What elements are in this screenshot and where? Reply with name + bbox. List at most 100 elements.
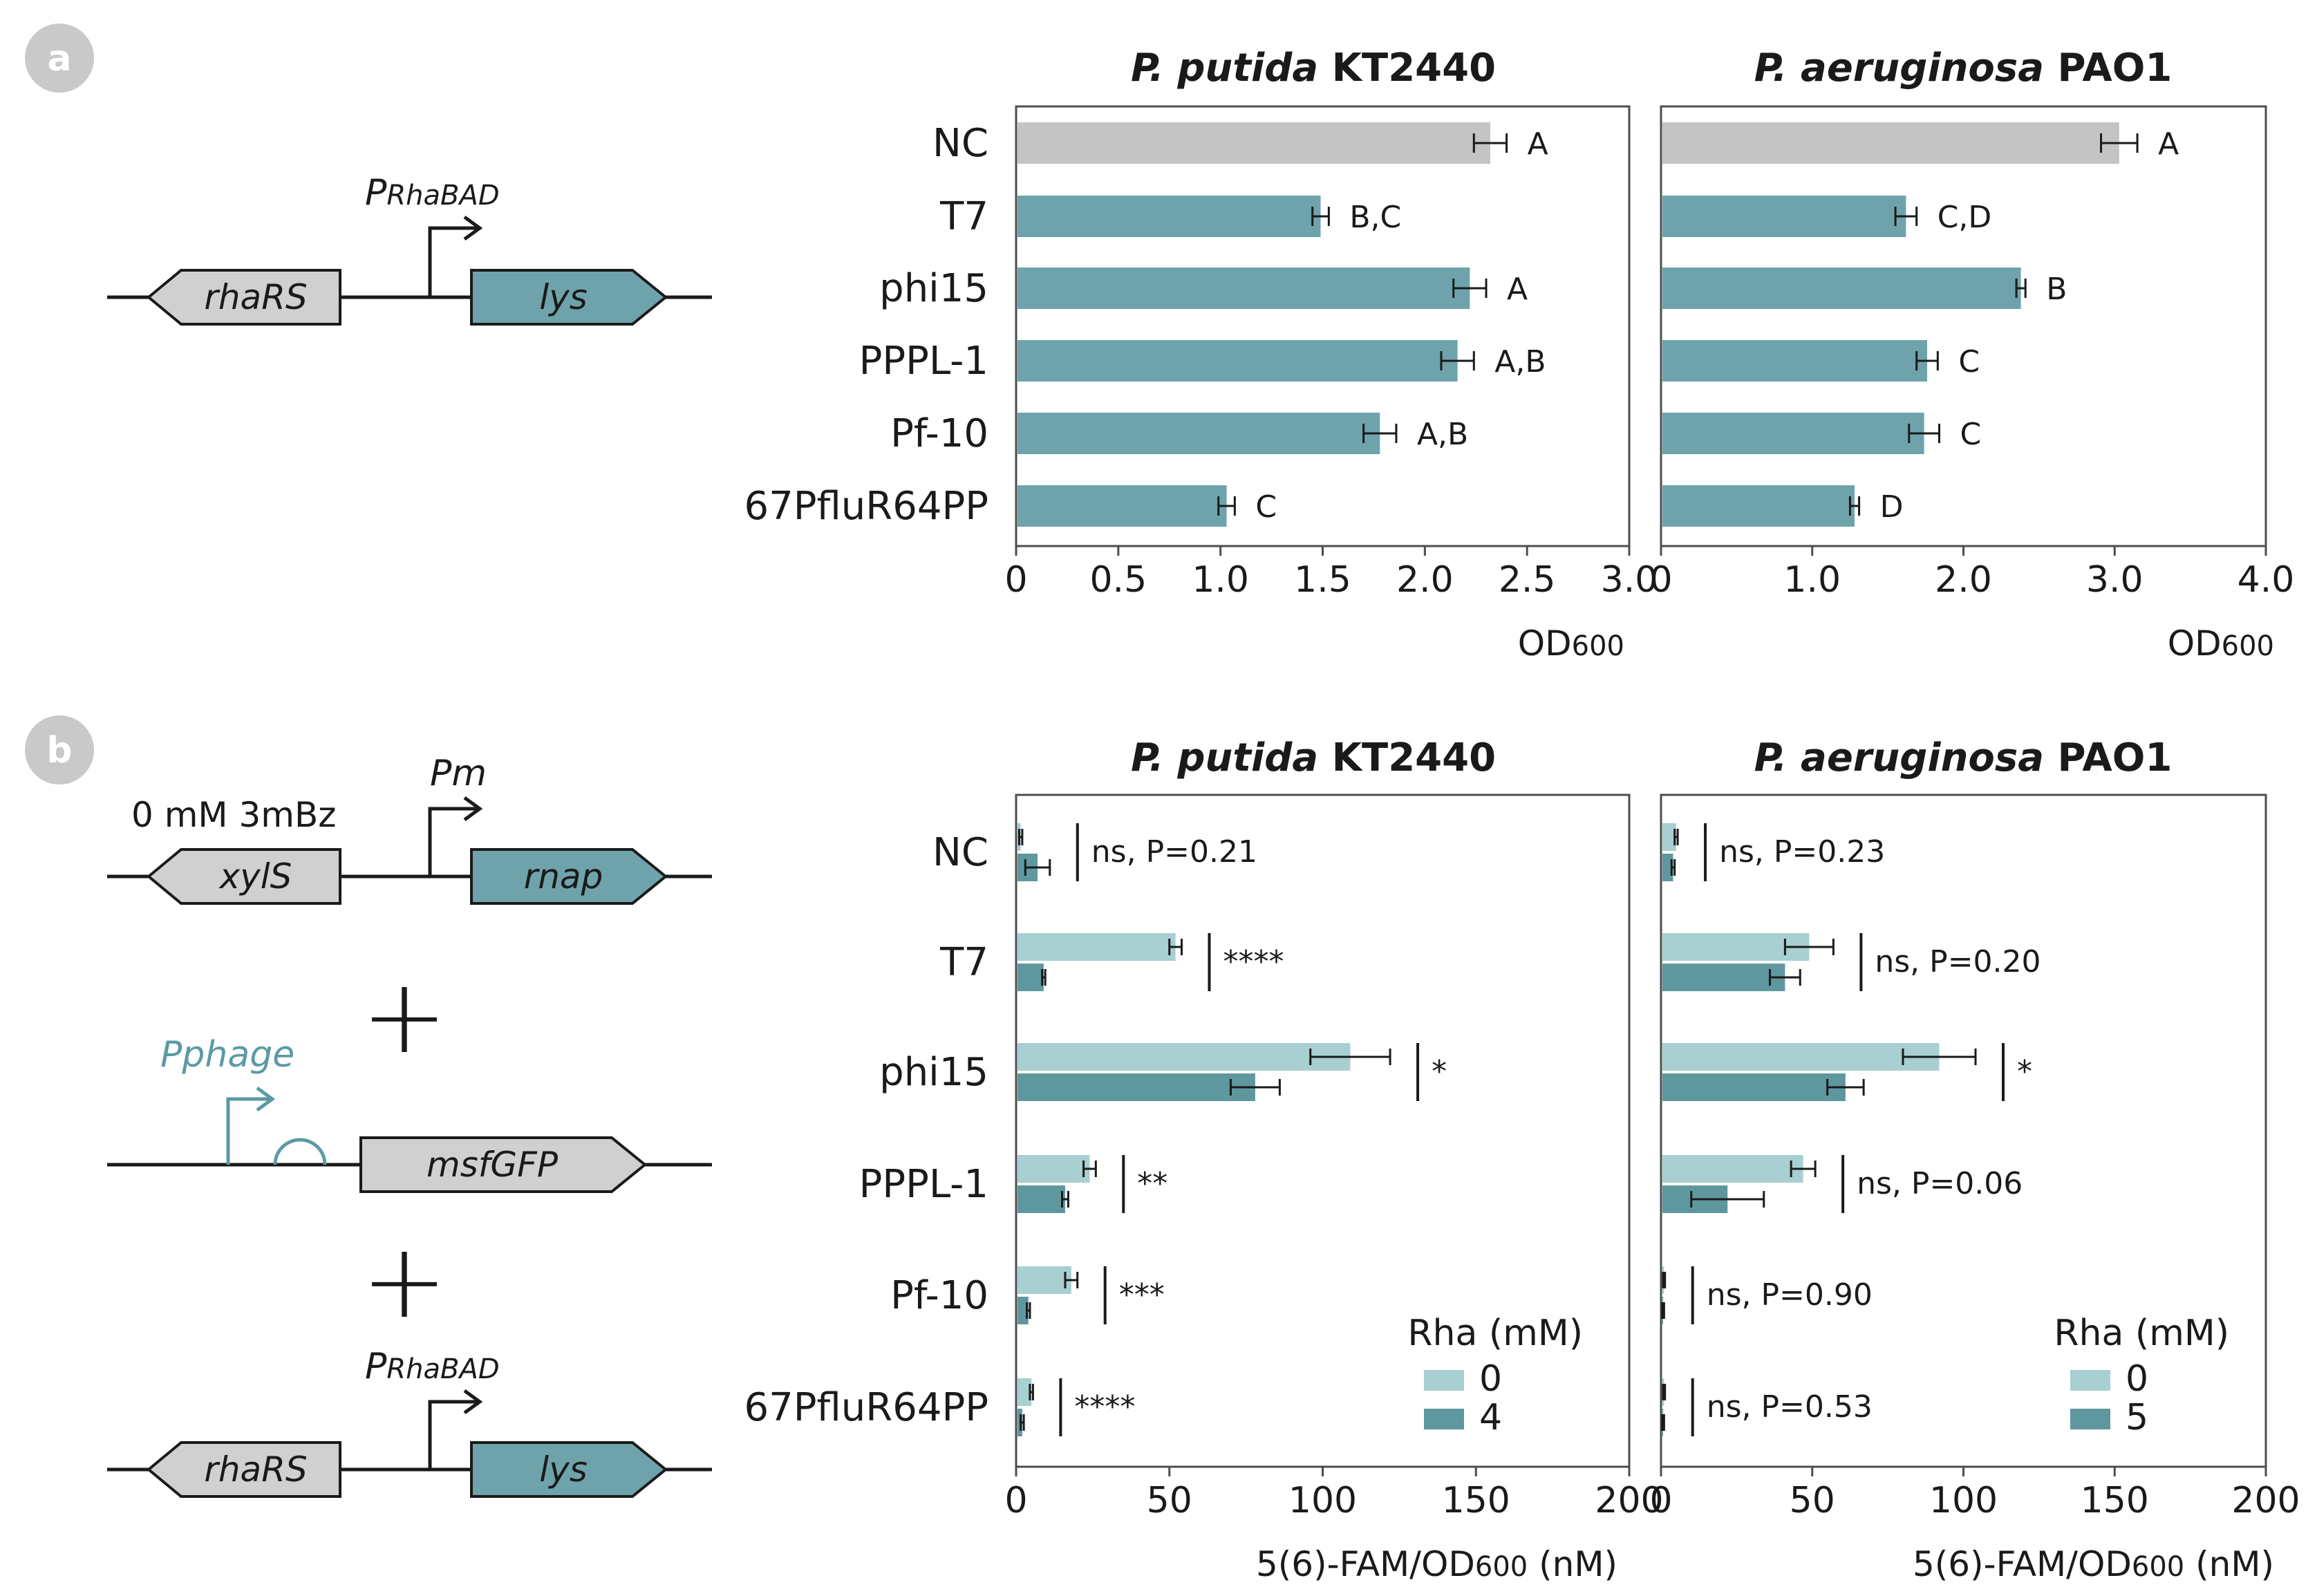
chart-title: P. putida KT2440	[1131, 735, 1496, 780]
category-label: PPPL-1	[859, 1162, 988, 1207]
legend-swatch	[2070, 1370, 2110, 1391]
x-tick-label: 100	[1929, 1480, 1998, 1521]
plot-frame	[1015, 794, 1631, 1468]
x-tick-label: 1.5	[1294, 559, 1351, 601]
x-tick-label: 2.0	[1396, 559, 1454, 601]
gene-msfgfp-arrow	[359, 1136, 648, 1193]
bar	[1017, 1266, 1071, 1294]
x-axis-label-unit: (nM)	[2184, 1544, 2274, 1584]
x-axis-label-sub: 600	[1572, 630, 1624, 662]
significance-label: ns, P=0.23	[1719, 834, 1885, 870]
significance-label: ns, P=0.06	[1857, 1166, 2023, 1201]
legend-title: Rha (mM)	[2054, 1313, 2229, 1354]
significance-label: ****	[1074, 1389, 1135, 1425]
panel-b-construct-1: 0 mM 3mBz xylS rnap Pm	[107, 753, 712, 905]
panel-b-construct-3: rhaRS lys PRhaBAD	[107, 1346, 712, 1498]
bar	[1017, 933, 1176, 961]
significance-letter: A	[1528, 126, 1548, 162]
panel-b-badge-label: b	[46, 730, 72, 771]
significance-letter: A,B	[1417, 417, 1468, 452]
bar	[1017, 1043, 1351, 1071]
promoter-pm-label: Pm	[430, 753, 487, 794]
chart-title-species: P. aeruginosa	[1754, 735, 2044, 780]
x-tick-label: 0	[1004, 559, 1027, 601]
panel-a-badge-label: a	[47, 38, 71, 79]
legend-label: 5	[2126, 1397, 2148, 1438]
x-tick-label: 50	[1147, 1480, 1192, 1521]
significance-letter: C,D	[1938, 200, 1992, 235]
promoter-pphage-label: Pphage	[160, 1034, 294, 1076]
significance-label: ****	[1223, 944, 1284, 979]
gene-rhars-arrow	[146, 269, 341, 326]
x-tick-label: 2.0	[1935, 559, 1992, 601]
bar	[1017, 340, 1458, 382]
legend: Rha (mM)04	[1407, 1313, 1583, 1438]
category-label: T7	[939, 194, 988, 239]
significance-label: ***	[1119, 1277, 1165, 1313]
bar	[1017, 964, 1044, 991]
significance-letter: B	[2046, 272, 2067, 307]
svg-text:+: +	[361, 957, 448, 1077]
chart-title-species: P. aeruginosa	[1754, 46, 2044, 91]
x-tick-label: 4.0	[2238, 559, 2295, 601]
bar	[1017, 413, 1380, 454]
significance-label: **	[1137, 1166, 1167, 1201]
x-axis-label-sub: 600	[1475, 1551, 1528, 1583]
significance-label: ns, P=0.53	[1707, 1389, 1873, 1425]
x-tick-label: 200	[1595, 1480, 1663, 1521]
bar	[1662, 964, 1785, 991]
bar	[1662, 267, 2021, 309]
promoter-arrowhead	[256, 1086, 276, 1112]
plus-sign-2: +	[361, 1221, 448, 1342]
x-tick-label: 1.0	[1192, 559, 1249, 601]
x-axis-label: OD600	[2168, 623, 2274, 664]
plot-frame	[1660, 105, 2267, 547]
legend-label: 4	[1479, 1397, 1502, 1438]
chart-title-strain: KT2440	[1318, 735, 1496, 780]
significance-label: ns, P=0.21	[1091, 834, 1257, 870]
significance-label: *	[1432, 1054, 1447, 1089]
promoter-arrow	[428, 807, 477, 876]
bar	[1017, 1185, 1065, 1213]
promoter-arrowhead	[463, 796, 483, 822]
significance-letter: C	[1958, 344, 1980, 379]
chart-title-strain: PAO1	[2044, 46, 2172, 91]
category-label: Pf-10	[890, 411, 988, 456]
x-axis-label-unit: (nM)	[1528, 1544, 1617, 1584]
bar	[1662, 485, 1855, 527]
bar	[1662, 1043, 1940, 1071]
significance-letter: A	[1507, 272, 1528, 307]
category-label: 67PfluR64PP	[744, 484, 989, 529]
chart-a-putida: P. putida KT2440 0 0.5 1.0 1.5 2.0 2.5 3.0 OD600…	[744, 46, 1658, 664]
x-tick-label: 150	[1442, 1480, 1510, 1521]
category-label: NC	[932, 121, 988, 166]
x-tick-label: 3.0	[2086, 559, 2144, 601]
promoter-arrowhead	[463, 1389, 483, 1415]
gene-lys-arrow	[470, 1441, 668, 1498]
chart-title-species: P. putida	[1131, 735, 1318, 780]
x-axis-label-sub: 600	[2132, 1551, 2184, 1583]
category-label: phi15	[879, 1050, 988, 1095]
x-tick-label: 1.0	[1783, 559, 1841, 601]
x-tick-label: 2.5	[1499, 559, 1556, 601]
x-tick-label: 50	[1790, 1480, 1835, 1521]
x-axis-label-main: 5(6)-FAM/OD	[1913, 1544, 2132, 1584]
legend-label: 0	[1479, 1358, 1502, 1400]
significance-label: ns, P=0.90	[1707, 1277, 1873, 1313]
panel-b-construct-2: Pphage msfGFP	[107, 1034, 712, 1193]
x-axis-label-main: OD	[1518, 623, 1572, 664]
category-label: Pf-10	[890, 1273, 988, 1318]
bar	[1662, 854, 1673, 881]
significance-label: *	[2017, 1054, 2032, 1089]
legend-label: 0	[2126, 1358, 2148, 1400]
chart-title: P. aeruginosa PAO1	[1754, 735, 2173, 780]
gene-lys-label: lys	[539, 1449, 588, 1490]
gene-xyls-label: xylS	[218, 856, 292, 896]
bar	[1017, 1297, 1029, 1324]
x-tick-label: 0.5	[1089, 559, 1147, 601]
bar	[1017, 1378, 1032, 1406]
x-axis-label: OD600	[1518, 623, 1624, 664]
bar	[1662, 122, 2119, 164]
gene-rhars-label: rhaRS	[204, 1449, 307, 1490]
